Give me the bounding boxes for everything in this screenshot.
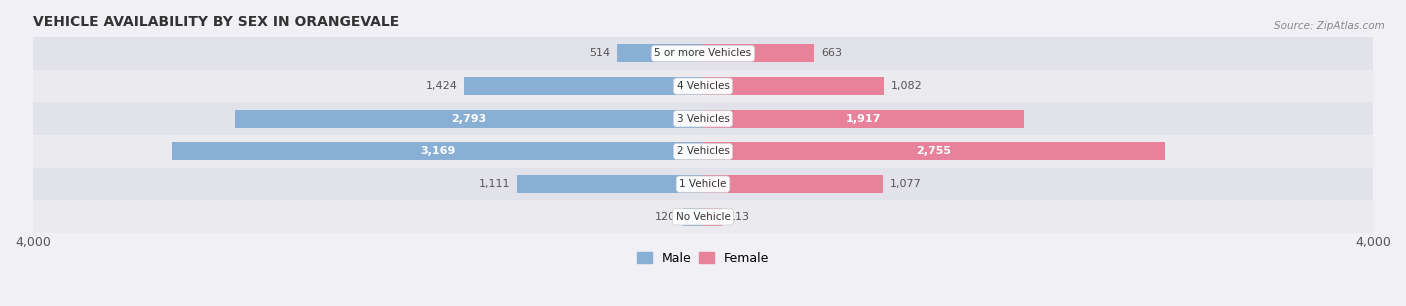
- Bar: [517, 175, 703, 193]
- Bar: [703, 143, 1164, 160]
- Text: 2 Vehicles: 2 Vehicles: [676, 147, 730, 156]
- Bar: [703, 110, 1024, 128]
- Text: 1 Vehicle: 1 Vehicle: [679, 179, 727, 189]
- Text: 514: 514: [589, 48, 610, 58]
- Bar: [617, 44, 703, 62]
- Text: 120: 120: [655, 212, 676, 222]
- Bar: [703, 44, 814, 62]
- Bar: [32, 168, 1374, 200]
- Bar: [703, 175, 883, 193]
- Text: 1,917: 1,917: [846, 114, 882, 124]
- Bar: [464, 77, 703, 95]
- Text: 1,424: 1,424: [426, 81, 458, 91]
- Text: 1,077: 1,077: [890, 179, 922, 189]
- Bar: [703, 208, 721, 226]
- Bar: [32, 200, 1374, 233]
- Text: No Vehicle: No Vehicle: [675, 212, 731, 222]
- Bar: [32, 37, 1374, 70]
- Text: 5 or more Vehicles: 5 or more Vehicles: [654, 48, 752, 58]
- Bar: [703, 77, 884, 95]
- Bar: [235, 110, 703, 128]
- Text: 663: 663: [821, 48, 842, 58]
- Bar: [32, 103, 1374, 135]
- Text: 4 Vehicles: 4 Vehicles: [676, 81, 730, 91]
- Text: 3 Vehicles: 3 Vehicles: [676, 114, 730, 124]
- Text: 2,755: 2,755: [917, 147, 952, 156]
- Legend: Male, Female: Male, Female: [631, 247, 775, 270]
- Bar: [172, 143, 703, 160]
- Bar: [32, 135, 1374, 168]
- Text: Source: ZipAtlas.com: Source: ZipAtlas.com: [1274, 21, 1385, 32]
- Text: 3,169: 3,169: [420, 147, 456, 156]
- Text: 113: 113: [728, 212, 749, 222]
- Text: 1,111: 1,111: [478, 179, 510, 189]
- Text: VEHICLE AVAILABILITY BY SEX IN ORANGEVALE: VEHICLE AVAILABILITY BY SEX IN ORANGEVAL…: [32, 15, 399, 29]
- Bar: [32, 70, 1374, 103]
- Text: 2,793: 2,793: [451, 114, 486, 124]
- Bar: [683, 208, 703, 226]
- Text: 1,082: 1,082: [891, 81, 922, 91]
